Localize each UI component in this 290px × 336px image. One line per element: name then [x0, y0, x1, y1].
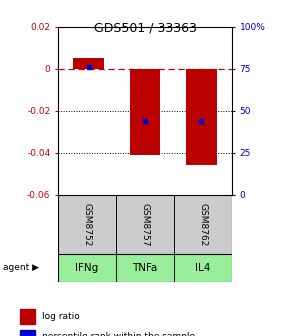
Text: GSM8757: GSM8757 — [140, 203, 150, 246]
Bar — [58, 195, 116, 254]
Bar — [20, 330, 35, 336]
Text: log ratio: log ratio — [41, 312, 79, 321]
Bar — [20, 309, 35, 324]
Bar — [186, 69, 217, 166]
Bar — [174, 254, 232, 282]
Text: GSM8752: GSM8752 — [82, 203, 92, 246]
Text: IL4: IL4 — [195, 263, 211, 273]
Text: percentile rank within the sample: percentile rank within the sample — [41, 332, 195, 336]
Bar — [116, 195, 174, 254]
Bar — [58, 254, 116, 282]
Text: IFNg: IFNg — [75, 263, 99, 273]
Bar — [174, 195, 232, 254]
Text: GDS501 / 33363: GDS501 / 33363 — [94, 22, 196, 35]
Text: GSM8762: GSM8762 — [198, 203, 208, 246]
Text: agent ▶: agent ▶ — [3, 263, 39, 272]
Bar — [116, 254, 174, 282]
Text: TNFa: TNFa — [132, 263, 158, 273]
Bar — [130, 69, 160, 155]
Bar — [73, 58, 104, 69]
